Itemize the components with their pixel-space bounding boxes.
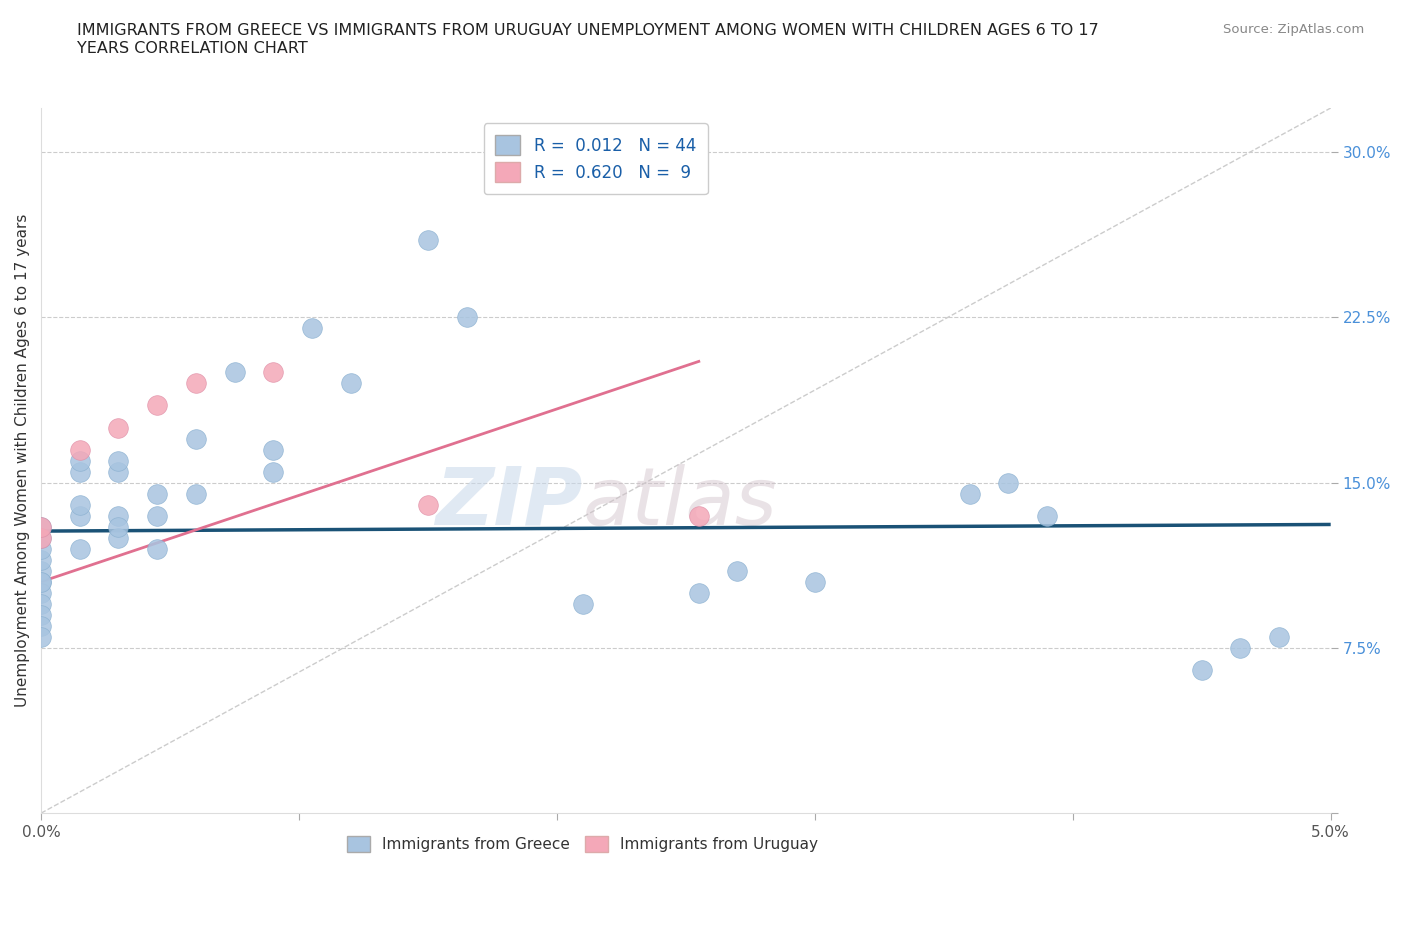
- Point: [69, 498, 91, 512]
- Point: [1191, 662, 1213, 677]
- Point: [30, 596, 52, 611]
- Point: [146, 486, 169, 501]
- Text: atlas: atlas: [582, 464, 778, 542]
- Point: [804, 575, 827, 590]
- Point: [339, 376, 361, 391]
- Point: [107, 464, 129, 479]
- Point: [262, 365, 284, 379]
- Point: [146, 541, 169, 556]
- Point: [727, 564, 749, 578]
- Point: [1268, 630, 1291, 644]
- Point: [301, 321, 323, 336]
- Point: [30, 575, 52, 590]
- Point: [30, 552, 52, 567]
- Point: [30, 607, 52, 622]
- Point: [107, 519, 129, 534]
- Point: [184, 376, 207, 391]
- Point: [146, 398, 169, 413]
- Point: [107, 420, 129, 435]
- Point: [30, 519, 52, 534]
- Text: Source: ZipAtlas.com: Source: ZipAtlas.com: [1223, 23, 1364, 36]
- Text: IMMIGRANTS FROM GREECE VS IMMIGRANTS FROM URUGUAY UNEMPLOYMENT AMONG WOMEN WITH : IMMIGRANTS FROM GREECE VS IMMIGRANTS FRO…: [77, 23, 1099, 56]
- Point: [30, 564, 52, 578]
- Point: [30, 630, 52, 644]
- Y-axis label: Unemployment Among Women with Children Ages 6 to 17 years: Unemployment Among Women with Children A…: [15, 214, 30, 707]
- Point: [456, 310, 478, 325]
- Point: [69, 464, 91, 479]
- Point: [30, 519, 52, 534]
- Point: [224, 365, 246, 379]
- Point: [688, 585, 710, 600]
- Point: [1036, 508, 1059, 523]
- Point: [262, 464, 284, 479]
- Point: [107, 453, 129, 468]
- Point: [30, 530, 52, 545]
- Point: [30, 575, 52, 590]
- Point: [69, 453, 91, 468]
- Point: [571, 596, 593, 611]
- Point: [69, 508, 91, 523]
- Point: [184, 486, 207, 501]
- Point: [107, 530, 129, 545]
- Point: [146, 508, 169, 523]
- Point: [688, 508, 710, 523]
- Point: [416, 498, 439, 512]
- Point: [959, 486, 981, 501]
- Point: [30, 585, 52, 600]
- Point: [30, 541, 52, 556]
- Point: [1229, 641, 1251, 656]
- Point: [184, 432, 207, 446]
- Text: ZIP: ZIP: [436, 464, 582, 542]
- Point: [30, 530, 52, 545]
- Legend: Immigrants from Greece, Immigrants from Uruguay: Immigrants from Greece, Immigrants from …: [340, 830, 824, 858]
- Point: [69, 442, 91, 457]
- Point: [30, 618, 52, 633]
- Point: [997, 475, 1019, 490]
- Point: [69, 541, 91, 556]
- Point: [416, 232, 439, 247]
- Point: [107, 508, 129, 523]
- Point: [262, 442, 284, 457]
